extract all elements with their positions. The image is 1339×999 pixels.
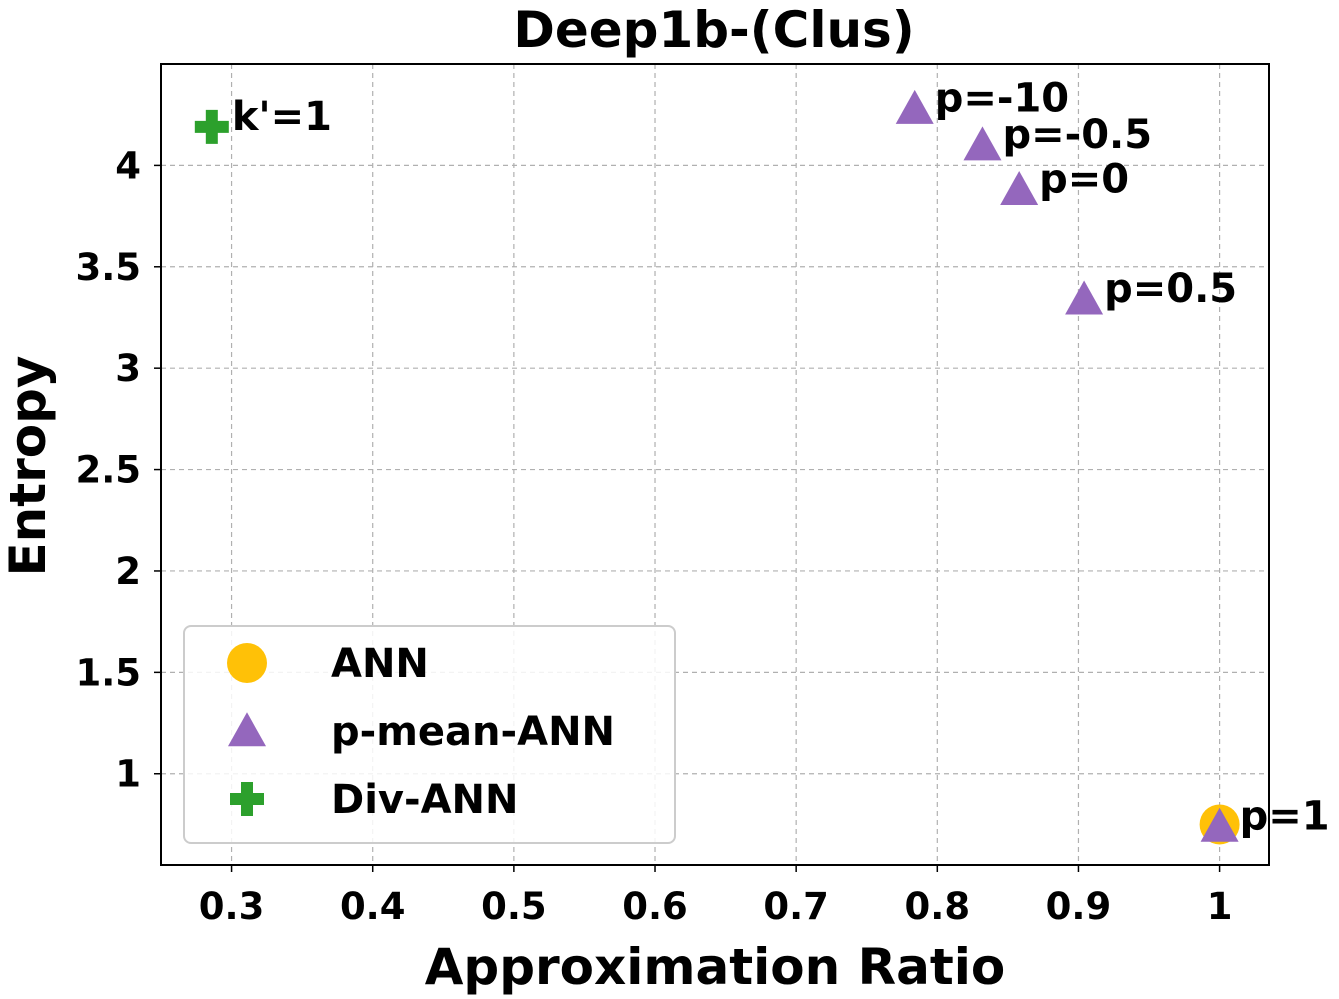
p-mean-ann-point [1000, 171, 1039, 206]
legend-label: ANN [331, 641, 429, 687]
data-markers [194, 89, 1240, 845]
x-tick-label: 0.9 [1046, 885, 1112, 928]
legend-box [183, 625, 676, 844]
legend-marker-div-ann [230, 782, 264, 816]
p-mean-ann-point [895, 89, 934, 124]
y-tick-label: 2 [115, 550, 141, 593]
point-label: p=0.5 [1104, 266, 1237, 312]
y-tick-label: 3 [115, 347, 141, 390]
point-label: p=0 [1039, 157, 1129, 203]
chart-title: Deep1b-(Clus) [513, 1, 914, 59]
point-annotations: p=-10p=-0.5p=0 p=0.5 p=1 k'=1 [232, 76, 1330, 840]
p-mean-ann-point [1200, 807, 1239, 842]
y-tick-label: 1 [115, 753, 141, 796]
p-mean-ann-point [963, 126, 1002, 161]
p-mean-ann-point [1065, 280, 1104, 315]
legend-marker-p-mean-ann [228, 712, 266, 747]
legend-marker-ann [227, 643, 267, 683]
y-axis-label: Entropy [0, 355, 57, 576]
point-label: k'=1 [232, 94, 332, 140]
point-label: p=1 [1240, 793, 1330, 839]
legend-label: p-mean-ANN [331, 709, 615, 755]
axis-ticks: 0.3 0.4 0.5 0.6 0.7 0.8 0.9 1 1 1.5 2 2.5 3 3.5 4 [75, 144, 1232, 928]
point-label: p=-0.5 [1002, 112, 1152, 158]
x-axis-label: Approximation Ratio [425, 938, 1006, 996]
x-tick-label: 1 [1207, 885, 1233, 928]
div-ann-point [194, 109, 229, 144]
x-tick-label: 0.6 [622, 885, 688, 928]
plot-area-frame [160, 63, 1270, 866]
x-tick-label: 0.3 [199, 885, 265, 928]
x-tick-label: 0.4 [340, 885, 406, 928]
legend-label: Div-ANN [331, 777, 519, 823]
point-label: p=-10 [935, 76, 1069, 122]
y-tick-label: 2.5 [75, 449, 141, 492]
y-tick-label: 1.5 [75, 651, 141, 694]
x-tick-label: 0.5 [481, 885, 547, 928]
y-tick-label: 3.5 [75, 246, 141, 289]
y-tick-label: 4 [115, 144, 141, 187]
x-tick-label: 0.8 [905, 885, 971, 928]
legend: ANN p-mean-ANN Div-ANN [183, 625, 676, 844]
x-tick-label: 0.7 [763, 885, 829, 928]
